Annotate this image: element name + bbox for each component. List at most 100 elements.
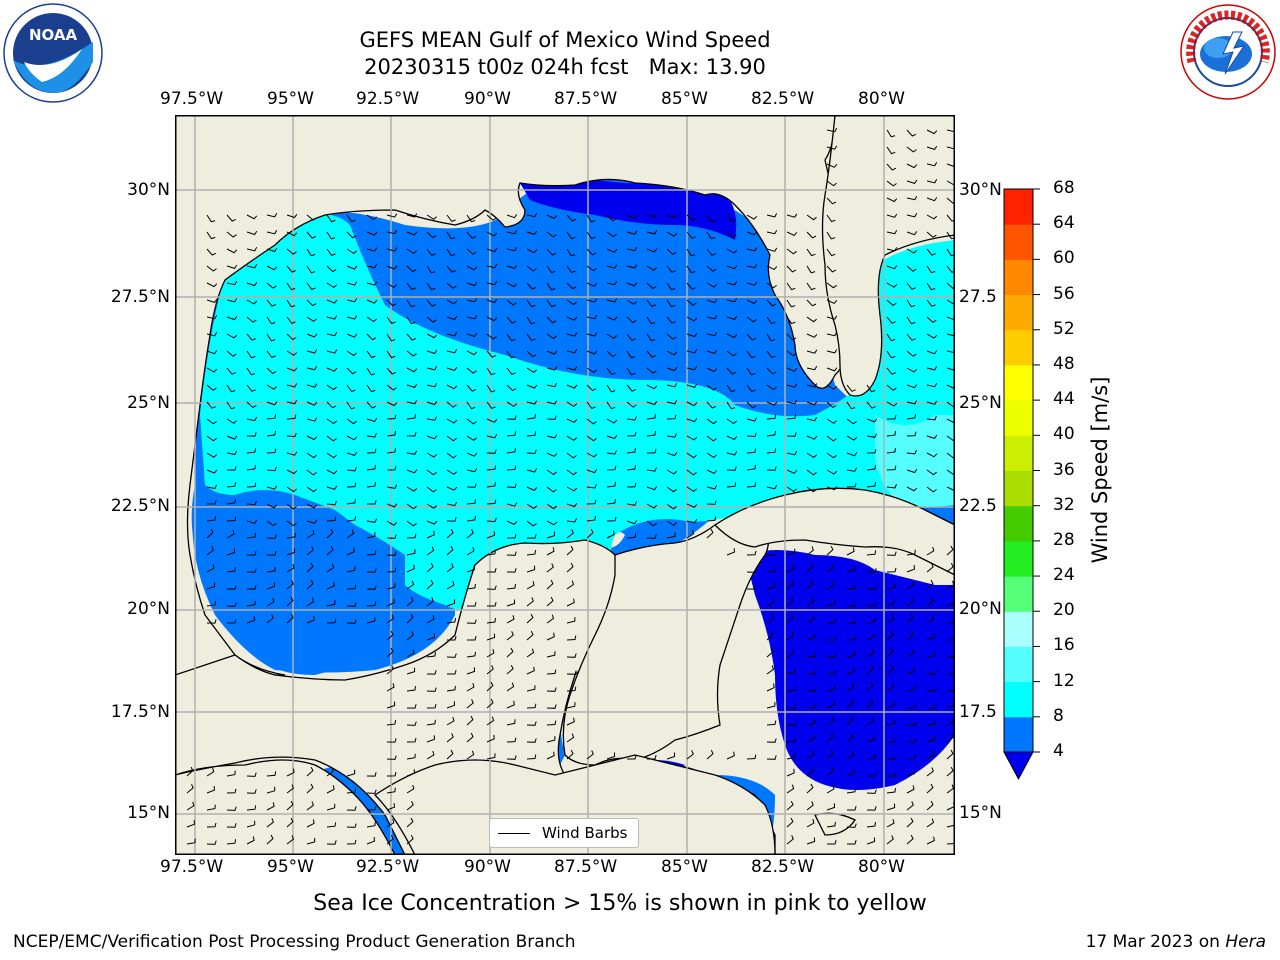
wind-barb xyxy=(566,670,577,675)
noaa-logo: NOAA xyxy=(3,3,103,103)
wind-barb xyxy=(306,766,314,777)
wind-barb xyxy=(566,733,575,743)
wind-barb xyxy=(886,414,897,420)
wind-barb xyxy=(846,733,854,743)
wind-barb xyxy=(806,750,815,760)
wind-barb xyxy=(386,384,397,391)
wind-barb xyxy=(206,231,216,240)
wind-barb xyxy=(726,231,737,238)
wind-barb xyxy=(406,282,416,291)
wind-barb xyxy=(506,647,514,658)
wind-barb xyxy=(286,414,297,420)
wind-barb xyxy=(806,349,818,354)
wind-barb xyxy=(186,820,196,828)
wind-barb xyxy=(306,299,317,307)
wind-barb xyxy=(286,800,294,811)
wind-barb xyxy=(786,213,798,218)
wind-barb xyxy=(926,563,934,573)
wind-barb xyxy=(447,636,457,641)
wind-barb xyxy=(566,231,576,240)
wind-barb xyxy=(506,367,516,376)
wind-barb xyxy=(906,146,917,153)
wind-barb xyxy=(906,282,916,290)
wind-barb xyxy=(186,801,195,811)
wind-barb xyxy=(346,281,358,286)
wind-barb xyxy=(426,248,436,257)
wind-barb xyxy=(486,350,497,358)
wind-barb xyxy=(546,547,555,556)
wind-barb xyxy=(686,248,696,257)
wind-barb xyxy=(426,703,437,709)
wind-barb xyxy=(286,613,294,624)
wind-barb xyxy=(686,333,698,338)
wind-barb xyxy=(806,383,818,388)
top-lon-label: 92.5°W xyxy=(356,89,420,109)
wind-barb xyxy=(506,264,518,269)
wind-barb xyxy=(346,529,355,539)
wind-barb xyxy=(886,180,897,187)
wind-barb xyxy=(706,248,716,256)
wind-barb xyxy=(386,484,398,489)
wind-barb xyxy=(286,768,295,777)
wind-barb xyxy=(426,719,436,726)
wind-barb xyxy=(546,503,557,510)
wind-barb xyxy=(506,316,517,324)
wind-barb xyxy=(706,349,718,354)
wind-barb xyxy=(506,664,514,675)
wind-barb xyxy=(566,749,574,760)
wind-barb xyxy=(386,738,397,743)
wind-barb xyxy=(546,248,557,256)
bottom-lon-label: 87.5°W xyxy=(554,857,618,877)
wind-barb xyxy=(786,399,798,405)
wind-barb xyxy=(546,452,558,458)
wind-barb xyxy=(446,501,458,507)
wind-barb xyxy=(906,834,914,845)
wind-barb xyxy=(866,433,878,438)
wind-barb xyxy=(366,214,378,221)
wind-barb xyxy=(386,299,397,307)
wind-barb xyxy=(366,837,376,845)
wind-barb xyxy=(926,486,937,493)
wind-barb xyxy=(226,435,238,440)
colorbar-label: Wind Speed [m/s] xyxy=(1088,376,1112,564)
wind-barb xyxy=(886,630,894,641)
wind-barb xyxy=(466,699,474,709)
wind-barb xyxy=(386,265,398,270)
wind-barb xyxy=(206,350,218,355)
wind-barb xyxy=(466,565,476,573)
wind-barb xyxy=(606,499,616,505)
wind-barb xyxy=(206,367,218,373)
wind-barb xyxy=(486,681,494,692)
wind-barb xyxy=(546,486,557,493)
wind-barb xyxy=(346,788,357,794)
wind-barb xyxy=(946,672,955,675)
wind-barb xyxy=(226,367,236,375)
wind-barb xyxy=(586,332,598,337)
wind-barb xyxy=(266,430,276,437)
wind-barb xyxy=(346,516,357,522)
wind-barb xyxy=(746,384,756,393)
wind-barb xyxy=(266,786,276,794)
wind-barb xyxy=(946,562,954,573)
wind-barb xyxy=(906,721,917,726)
wind-barb xyxy=(466,418,477,425)
wind-barb xyxy=(926,248,936,256)
wind-barb xyxy=(486,465,497,471)
wind-barb xyxy=(866,568,877,573)
wind-barb xyxy=(326,435,337,442)
wind-barb xyxy=(566,435,578,442)
wind-barb xyxy=(386,316,396,324)
wind-barb xyxy=(526,431,537,437)
wind-barb xyxy=(666,214,678,219)
wind-barb xyxy=(286,316,296,325)
wind-barb xyxy=(646,486,658,491)
wind-barb xyxy=(546,632,555,641)
wind-barb xyxy=(346,602,357,607)
wind-barb xyxy=(326,563,335,573)
wind-barb xyxy=(686,299,697,306)
wind-barb xyxy=(806,783,814,794)
colorbar-tick-label: 20 xyxy=(1053,600,1075,621)
wind-barb xyxy=(386,503,398,508)
wind-barb xyxy=(266,520,277,527)
bottom-lon-label: 92.5°W xyxy=(356,857,420,877)
